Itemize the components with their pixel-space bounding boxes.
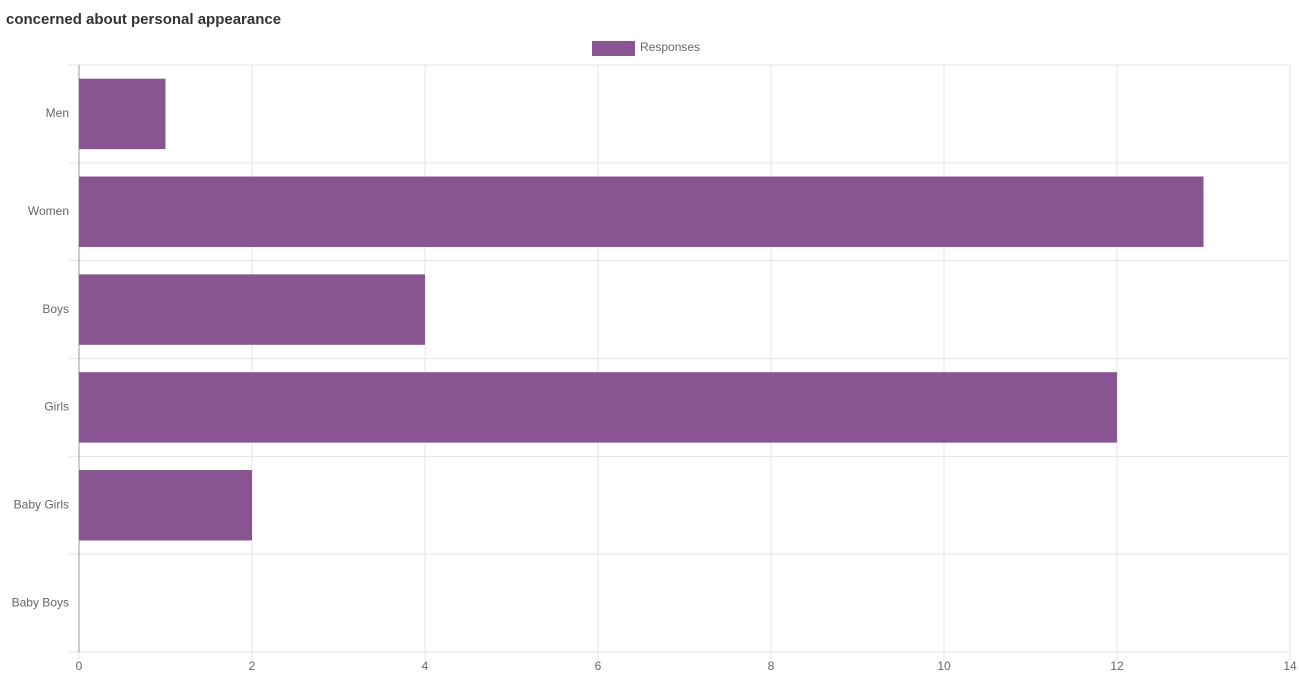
- y-tick-label: Women: [28, 204, 69, 218]
- x-tick-label: 2: [249, 659, 256, 673]
- y-tick-label: Men: [46, 106, 69, 120]
- y-tick-label: Baby Boys: [12, 595, 69, 609]
- x-tick-label: 10: [937, 659, 951, 673]
- x-tick-label: 4: [422, 659, 429, 673]
- x-tick-label: 14: [1283, 659, 1297, 673]
- legend-label: Responses: [640, 40, 700, 54]
- x-tick-label: 6: [595, 659, 602, 673]
- x-tick-label: 12: [1110, 659, 1124, 673]
- x-tick-label: 0: [76, 659, 83, 673]
- legend-swatch: [592, 41, 635, 56]
- bar: [79, 372, 1117, 443]
- y-tick-label: Baby Girls: [14, 497, 69, 511]
- bar: [79, 78, 166, 150]
- bar: [79, 470, 252, 541]
- chart-title: concerned about personal appearance: [6, 11, 281, 28]
- bar: [79, 176, 1204, 247]
- bar: [79, 274, 425, 345]
- x-tick-label: 8: [768, 659, 775, 673]
- y-tick-label: Boys: [42, 302, 69, 316]
- y-tick-label: Girls: [44, 400, 69, 414]
